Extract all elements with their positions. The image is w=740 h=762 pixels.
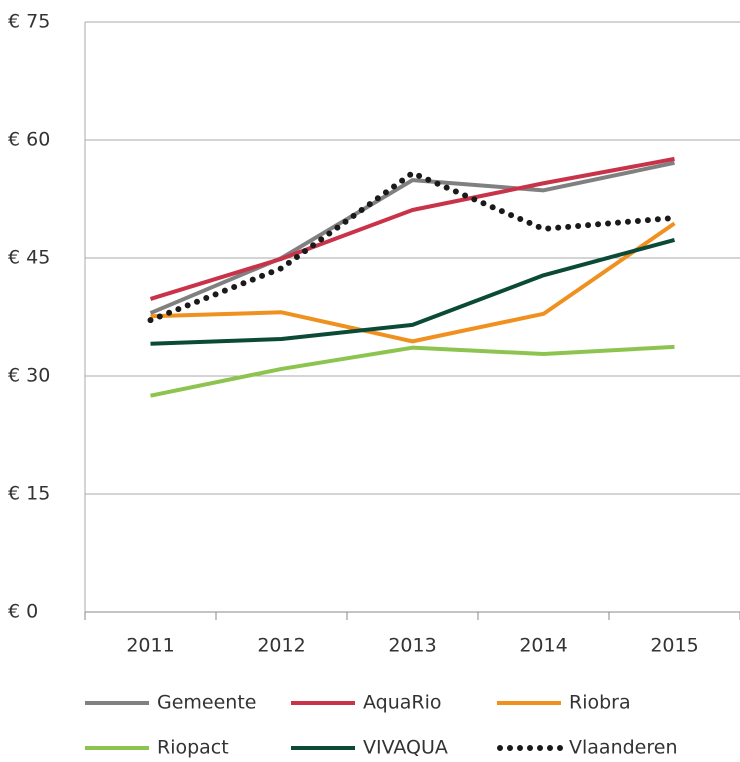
y-tick-label: € 75 [8, 11, 50, 33]
legend-label: VIVAQUA [363, 737, 448, 759]
legend-label: Gemeente [157, 692, 256, 714]
y-tick-label: € 60 [8, 129, 50, 151]
y-tick-label: € 15 [8, 483, 50, 505]
x-tick-label: 2014 [519, 635, 567, 657]
series-line [149, 160, 675, 315]
legend-label: Riobra [569, 692, 631, 714]
legend-label: AquaRio [363, 692, 442, 714]
series-line [150, 237, 676, 346]
y-tick-label: € 30 [8, 365, 50, 387]
x-tick-label: 2012 [257, 635, 305, 657]
series-line [150, 221, 676, 344]
x-tick-label: 2013 [388, 635, 436, 657]
legend-label: Riopact [157, 737, 229, 759]
y-tick-label: € 0 [8, 601, 38, 623]
legend-label: Vlaanderen [569, 737, 677, 759]
series-line [150, 344, 675, 398]
x-tick-label: 2011 [126, 635, 174, 657]
x-tick-label: 2015 [650, 635, 698, 657]
y-tick-label: € 45 [8, 247, 50, 269]
series-line [149, 156, 675, 301]
series-line [147, 170, 678, 324]
